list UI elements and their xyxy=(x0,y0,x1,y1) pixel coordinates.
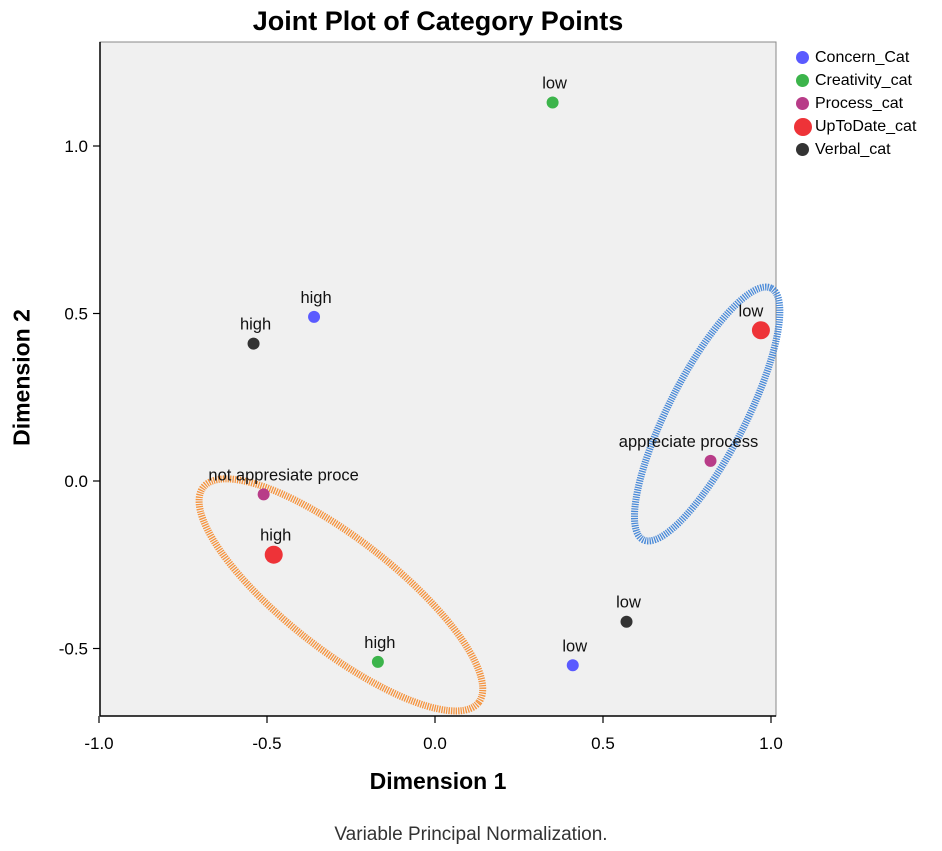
legend-item: Concern_Cat xyxy=(794,46,916,69)
point-labels: high low low high not appresiate proce apprec… xyxy=(208,74,763,655)
data-point-verbal-cat xyxy=(247,337,260,350)
legend-swatch xyxy=(796,143,809,156)
legend-item: UpToDate_cat xyxy=(794,115,916,138)
point-label: high xyxy=(240,316,271,334)
y-tick-label: 0.5 xyxy=(64,305,88,324)
legend-swatch xyxy=(796,97,809,110)
data-point-concern-cat xyxy=(308,310,321,323)
data-point-uptodate-cat xyxy=(751,321,770,340)
y-tick-label: -0.5 xyxy=(59,640,88,659)
x-tick-label: 0.0 xyxy=(423,734,447,753)
legend-item: Process_cat xyxy=(794,92,916,115)
legend-swatch xyxy=(794,117,812,136)
legend-swatch xyxy=(796,51,809,64)
point-label: high xyxy=(364,634,395,652)
legend-label: UpToDate_cat xyxy=(815,117,917,135)
data-point-verbal-cat xyxy=(620,615,633,628)
annotation-ellipses xyxy=(195,283,784,715)
chart-title: Joint Plot of Category Points xyxy=(252,6,624,36)
x-tick-label: 1.0 xyxy=(759,734,783,753)
axes: -1.0 -0.5 0.0 0.5 1.0 1.0 0.5 0.0 -0.5 xyxy=(59,42,783,753)
legend-label: Concern_Cat xyxy=(815,48,910,66)
legend-swatch xyxy=(796,74,809,87)
legend-item: Verbal_cat xyxy=(794,138,916,161)
legend-item: Creativity_cat xyxy=(794,69,916,92)
legend-label: Verbal_cat xyxy=(815,140,891,158)
y-axis-title: Dimension 2 xyxy=(8,309,35,446)
annotation-ellipse-2 xyxy=(630,283,784,545)
point-label: low xyxy=(616,594,641,612)
data-point-creativity-cat xyxy=(546,96,559,109)
point-label: high xyxy=(300,289,331,307)
y-tick-label: 0.0 xyxy=(64,472,88,491)
legend: Concern_Cat Creativity_cat Process_cat UpTo… xyxy=(794,46,916,161)
x-tick-label: -1.0 xyxy=(84,734,113,753)
plot-background xyxy=(99,41,777,717)
legend-label: Creativity_cat xyxy=(815,71,912,89)
point-label: low xyxy=(562,637,587,655)
x-axis-title: Dimension 1 xyxy=(369,768,507,794)
x-tick-label: 0.5 xyxy=(591,734,615,753)
point-label: not appresiate proce xyxy=(208,466,358,484)
point-label: appreciate process xyxy=(619,433,758,451)
point-label: high xyxy=(260,527,291,545)
legend-label: Process_cat xyxy=(815,94,904,112)
point-label: low xyxy=(542,74,567,92)
annotation-ellipse-1 xyxy=(195,475,487,715)
data-points xyxy=(247,96,770,672)
data-point-creativity-cat xyxy=(371,655,384,668)
data-point-concern-cat xyxy=(566,659,579,672)
footnote: Variable Principal Normalization. xyxy=(334,824,608,845)
data-point-process-cat xyxy=(704,454,717,467)
x-tick-label: -0.5 xyxy=(252,734,281,753)
point-label: low xyxy=(739,302,764,320)
data-point-process-cat xyxy=(257,488,270,501)
data-point-uptodate-cat xyxy=(264,545,283,564)
y-tick-label: 1.0 xyxy=(64,137,88,156)
